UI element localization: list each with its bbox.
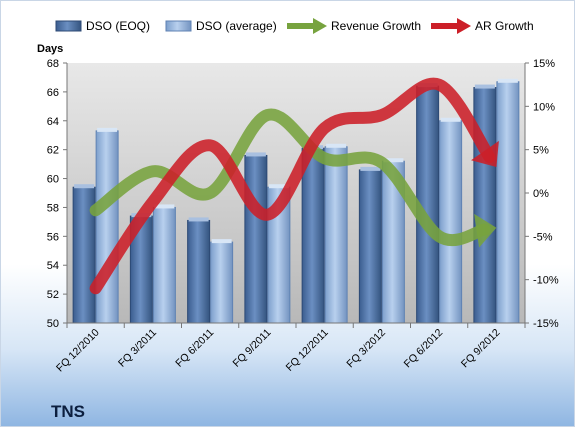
right-tick-label: -10% — [533, 275, 559, 287]
left-tick-label: 56 — [47, 231, 59, 243]
bar-cap — [245, 152, 266, 157]
bar-cap — [360, 166, 381, 171]
left-tick-label: 60 — [47, 174, 59, 186]
left-tick-label: 64 — [47, 116, 59, 128]
bar-dso-eoq — [244, 154, 268, 324]
bar-dso-eoq — [358, 169, 382, 324]
bar-dso-eoq — [473, 87, 497, 324]
legend-label: Revenue Growth — [331, 19, 421, 33]
bar-cap — [383, 158, 404, 163]
bar-dso-average — [210, 241, 234, 324]
right-tick-label: 10% — [533, 101, 555, 113]
category-label: FQ 12/2010 — [54, 327, 102, 375]
category-label: FQ 3/2011 — [116, 327, 159, 370]
category-label: FQ 9/2011 — [230, 327, 273, 370]
ar-growth-arrow-head — [471, 140, 499, 167]
left-tick-label: 66 — [47, 87, 59, 99]
legend-label: DSO (average) — [196, 19, 277, 33]
right-tick-label: 15% — [533, 58, 555, 70]
ar-growth-arrow-line — [89, 77, 496, 295]
bar-cap — [154, 204, 175, 209]
bar-cap — [440, 117, 461, 122]
bar-dso-eoq — [301, 147, 325, 324]
right-axis-ticks: -15% -10% -5% 0% 5% 10% 15% — [525, 58, 559, 330]
left-tick-label: 62 — [47, 145, 59, 157]
left-axis-ticks: 50 52 54 56 58 60 62 64 66 68 — [47, 58, 67, 330]
bar-cap — [211, 239, 232, 244]
category-label: FQ 6/2011 — [173, 327, 216, 370]
y-axis-label: Days — [37, 43, 63, 55]
legend-label: DSO (EOQ) — [86, 19, 150, 33]
bar-cap — [326, 143, 347, 148]
category-label: FQ 6/2012 — [402, 327, 446, 371]
legend: DSO (EOQ) DSO (average) Revenue Growth AR G… — [55, 18, 534, 34]
bar-cap — [497, 78, 518, 83]
revenue-growth-arrow-line — [89, 108, 491, 247]
bar-dso-average — [496, 81, 520, 324]
left-tick-label: 58 — [47, 202, 59, 214]
category-labels: FQ 12/2010 FQ 3/2011 FQ 6/2011 FQ 9/2011 FQ … — [54, 327, 503, 375]
bar-dso-average — [152, 206, 176, 324]
bar-cap — [97, 127, 118, 132]
legend-swatch-head — [457, 18, 471, 34]
right-tick-label: -15% — [533, 318, 559, 330]
legend-swatch — [55, 20, 82, 32]
right-tick-label: -5% — [533, 231, 553, 243]
bar-cap — [188, 217, 209, 222]
bar-cap — [74, 184, 95, 189]
right-tick-label: 5% — [533, 145, 549, 157]
bar-cap — [474, 84, 495, 89]
left-tick-label: 50 — [47, 318, 59, 330]
legend-swatch — [165, 20, 192, 32]
bar-dso-average — [324, 146, 348, 324]
category-label: FQ 12/2011 — [284, 327, 331, 374]
bar-cap — [268, 184, 289, 189]
left-tick-label: 68 — [47, 58, 59, 70]
bar-dso-average — [439, 120, 463, 324]
category-label: FQ 3/2012 — [344, 327, 388, 371]
bar-dso-average — [95, 130, 119, 324]
left-tick-label: 54 — [47, 260, 59, 272]
right-tick-label: 0% — [533, 188, 549, 200]
ticker-label: TNS — [51, 402, 85, 421]
trend-arrows — [89, 77, 499, 295]
legend-swatch-head — [313, 18, 327, 34]
revenue-growth-arrow-head — [474, 213, 497, 248]
legend-label: AR Growth — [475, 19, 534, 33]
bar-dso-eoq — [187, 219, 211, 324]
left-tick-label: 52 — [47, 289, 59, 301]
category-label: FQ 9/2012 — [459, 327, 503, 371]
